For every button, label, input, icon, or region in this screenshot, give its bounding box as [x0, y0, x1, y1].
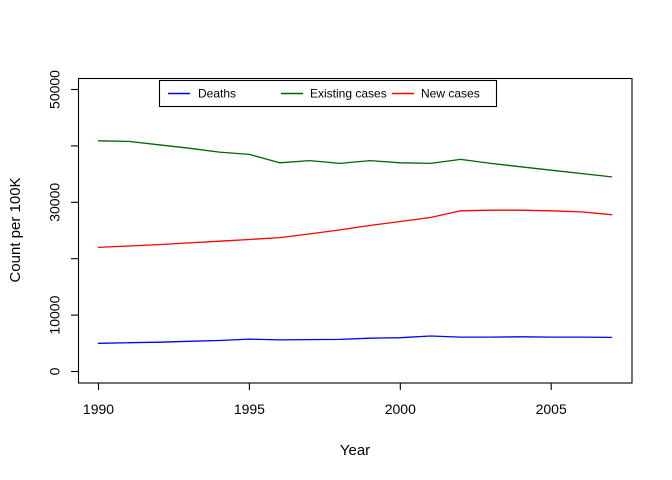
plot-box — [77, 77, 633, 384]
legend-existing-cases-label: Existing cases — [310, 87, 387, 101]
legend: Deaths Existing cases New cases — [158, 79, 498, 108]
y-axis-ticks — [71, 88, 78, 373]
x-axis-title: Year — [340, 442, 370, 459]
deaths-line — [97, 335, 613, 344]
y-tick-label: 10000 — [47, 295, 63, 334]
y-tick-label: 30000 — [47, 183, 63, 222]
x-tick-label: 1990 — [83, 401, 114, 417]
legend-deaths-label: Deaths — [198, 87, 236, 101]
y-tick-label: 0 — [47, 367, 63, 375]
x-axis-ticks — [97, 383, 552, 390]
new-cases-line — [97, 209, 613, 249]
legend-box — [158, 79, 498, 108]
existing-cases-line — [97, 140, 613, 178]
x-tick-label: 2000 — [385, 401, 416, 417]
legend-new-cases-label: New cases — [421, 87, 480, 101]
y-axis-title: Count per 100K — [7, 177, 24, 282]
y-tick-label: 50000 — [47, 70, 63, 109]
x-tick-label: 1995 — [234, 401, 265, 417]
x-tick-label: 2005 — [536, 401, 567, 417]
